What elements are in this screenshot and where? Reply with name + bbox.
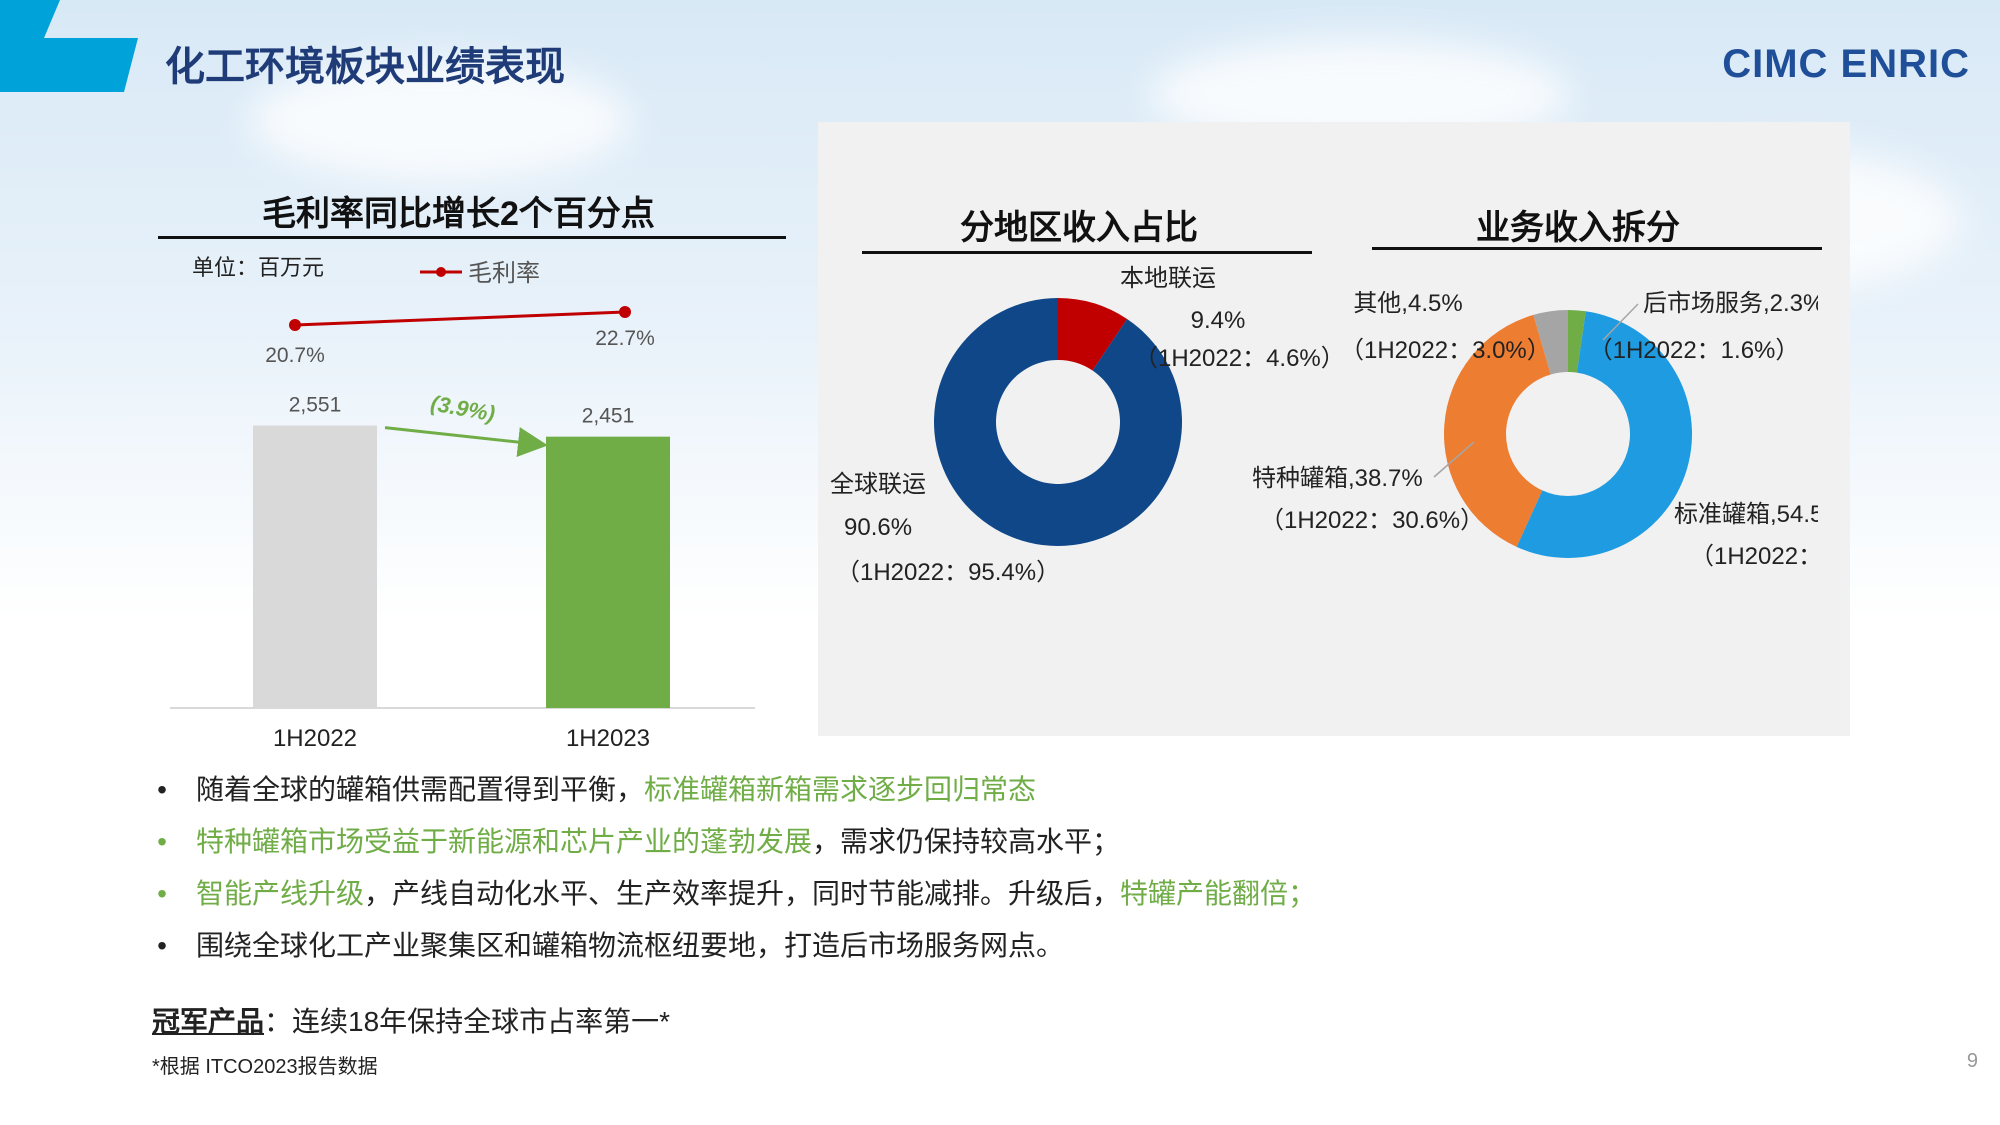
region-slice-label: 本地联运 [1120, 265, 1216, 292]
donut-slice [1058, 298, 1128, 371]
leader-line [1602, 303, 1639, 341]
left-chart-heading: 毛利率同比增长2个百分点 [262, 195, 655, 233]
region-donut [934, 298, 1182, 546]
gross-margin-revenue-chart: 2,551 1H2022 2,451 1H2023 (3.9%) 20.7% 22.7% 毛利… [170, 260, 755, 752]
header-accent-shape [0, 0, 138, 92]
region-slice-note: （1H2022：95.4%） [836, 559, 1060, 586]
business-slice-note: （1H2022：1.6%） [1589, 337, 1800, 364]
donut-slice [1443, 314, 1551, 547]
bullet-item: • 随着全球的罐箱供需配置得到平衡，标准罐箱新箱需求逐步回归常态 [148, 768, 1036, 808]
bullet-item: • 特种罐箱市场受益于新能源和芯片产业的蓬勃发展，需求仍保持较高水平； [148, 820, 1120, 860]
source-note: *根据 ITCO2023报告数据 [152, 1056, 378, 1078]
business-slice-label: 后市场服务,2.3% [1643, 290, 1818, 317]
bullet-text: 特罐产能翻倍； [1120, 878, 1317, 909]
region-slice-note: （1H2022：4.6%） [1134, 345, 1345, 372]
bullet-text: 智能产线升级 [196, 878, 365, 909]
bar-1H2023 [546, 436, 670, 708]
region-heading: 分地区收入占比 [960, 209, 1198, 247]
business-heading-rule [1372, 247, 1822, 250]
donut-slice [1533, 310, 1568, 375]
left-heading-rule [158, 236, 786, 239]
margin-line [294, 310, 626, 327]
bullet-text: ，产线自动化水平、生产效率提升，同时节能减排。升级后， [364, 878, 1121, 909]
margin-point [289, 319, 301, 331]
region-donut-chart: 本地联运 9.4% （1H2022：4.6%） 全球联运 90.6% （1H2022：95… [830, 265, 1818, 586]
margin-value-label: 20.7% [265, 344, 325, 367]
region-slice-value: 90.6% [844, 514, 912, 541]
bullet-text: 随着全球的罐箱供需配置得到平衡， [196, 774, 645, 805]
champion-line: 冠军产品：连续18年保持全球市占率第一* [152, 1000, 670, 1040]
page-number: 9 [1966, 1050, 1978, 1072]
champion-label: 冠军产品 [152, 1006, 265, 1037]
bullet-text: 特种罐箱市场受益于新能源和芯片产业的蓬勃发展 [196, 826, 813, 857]
business-donut [1443, 310, 1692, 558]
bullet-item: • 围绕全球化工产业聚集区和罐箱物流枢纽要地，打造后市场服务网点。 [148, 924, 1064, 964]
margin-value-label: 22.7% [595, 327, 655, 350]
donut-slice [934, 298, 1182, 546]
bullet-text: ，需求仍保持较高水平； [812, 826, 1121, 857]
margin-point [619, 306, 631, 318]
region-heading-rule [862, 251, 1312, 254]
business-slice-note: （1H2022：64.8%） [1690, 543, 1818, 570]
bar-value-label: 2,451 [582, 405, 635, 428]
slide-header: 化工环境板块业绩表现 CIMC ENRIC [0, 0, 2000, 110]
background-cloud [250, 60, 630, 180]
bullet-dot: • [157, 774, 167, 805]
change-arrow [384, 426, 548, 457]
legend-label: 毛利率 [468, 260, 540, 287]
bar-value-label: 2,551 [289, 394, 342, 417]
business-slice-label: 其他,4.5% [1353, 290, 1462, 317]
change-label: (3.9%) [429, 390, 497, 426]
business-slice-note: （1H2022：30.6%） [1260, 507, 1484, 534]
champion-text: ：连续18年保持全球市占率第一* [264, 1006, 671, 1037]
region-slice-label: 全球联运 [830, 471, 926, 498]
bar-1H2022 [253, 425, 377, 708]
unit-label: 单位：百万元 [192, 255, 325, 280]
bullet-text: 标准罐箱新箱需求逐步回归常态 [644, 774, 1037, 805]
region-slice-value: 9.4% [1191, 307, 1246, 334]
donut-slice [1568, 310, 1586, 373]
legend-marker [436, 267, 446, 277]
business-slice-note: （1H2022：3.0%） [1340, 337, 1551, 364]
bullet-dot: • [157, 826, 167, 857]
category-tick-label: 1H2022 [273, 725, 357, 752]
bullet-dot: • [157, 878, 167, 909]
page-title: 化工环境板块业绩表现 [165, 45, 565, 89]
business-slice-label: 特种罐箱,38.7% [1252, 465, 1423, 492]
bullet-item: • 智能产线升级，产线自动化水平、生产效率提升，同时节能减排。升级后，特罐产能翻倍… [148, 872, 1316, 912]
donut-slice [1516, 311, 1692, 558]
business-slice-label: 标准罐箱,54.5% [1674, 501, 1818, 528]
bullet-dot: • [157, 930, 167, 961]
business-heading: 业务收入拆分 [1476, 209, 1680, 247]
company-logo: CIMC ENRIC [1722, 42, 1970, 86]
bullet-text: 围绕全球化工产业聚集区和罐箱物流枢纽要地，打造后市场服务网点。 [196, 930, 1065, 961]
leader-line [1433, 441, 1475, 478]
category-tick-label: 1H2023 [566, 725, 650, 752]
